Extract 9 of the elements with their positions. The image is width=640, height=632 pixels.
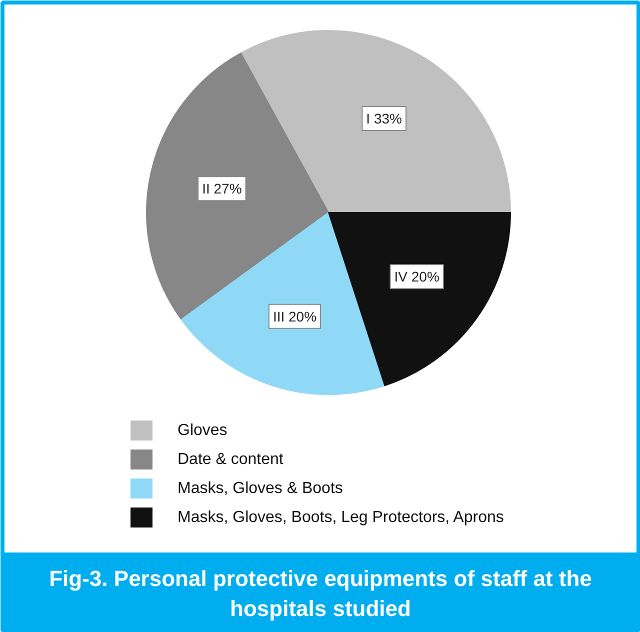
data-label: IV 20% bbox=[394, 268, 440, 285]
data-label: I 33% bbox=[366, 110, 402, 127]
legend-label: Gloves bbox=[178, 422, 228, 439]
legend-label: Masks, Gloves, Boots, Leg Protectors, Aprons bbox=[178, 509, 504, 526]
legend-label: Date & content bbox=[178, 451, 284, 468]
data-label: II 27% bbox=[202, 180, 242, 197]
data-label: III 20% bbox=[272, 308, 317, 324]
text: Fig-3. Personal protective equipments of staff at the hospitals studied bbox=[49, 566, 592, 621]
legend-label: Masks, Gloves & Boots bbox=[178, 480, 343, 497]
